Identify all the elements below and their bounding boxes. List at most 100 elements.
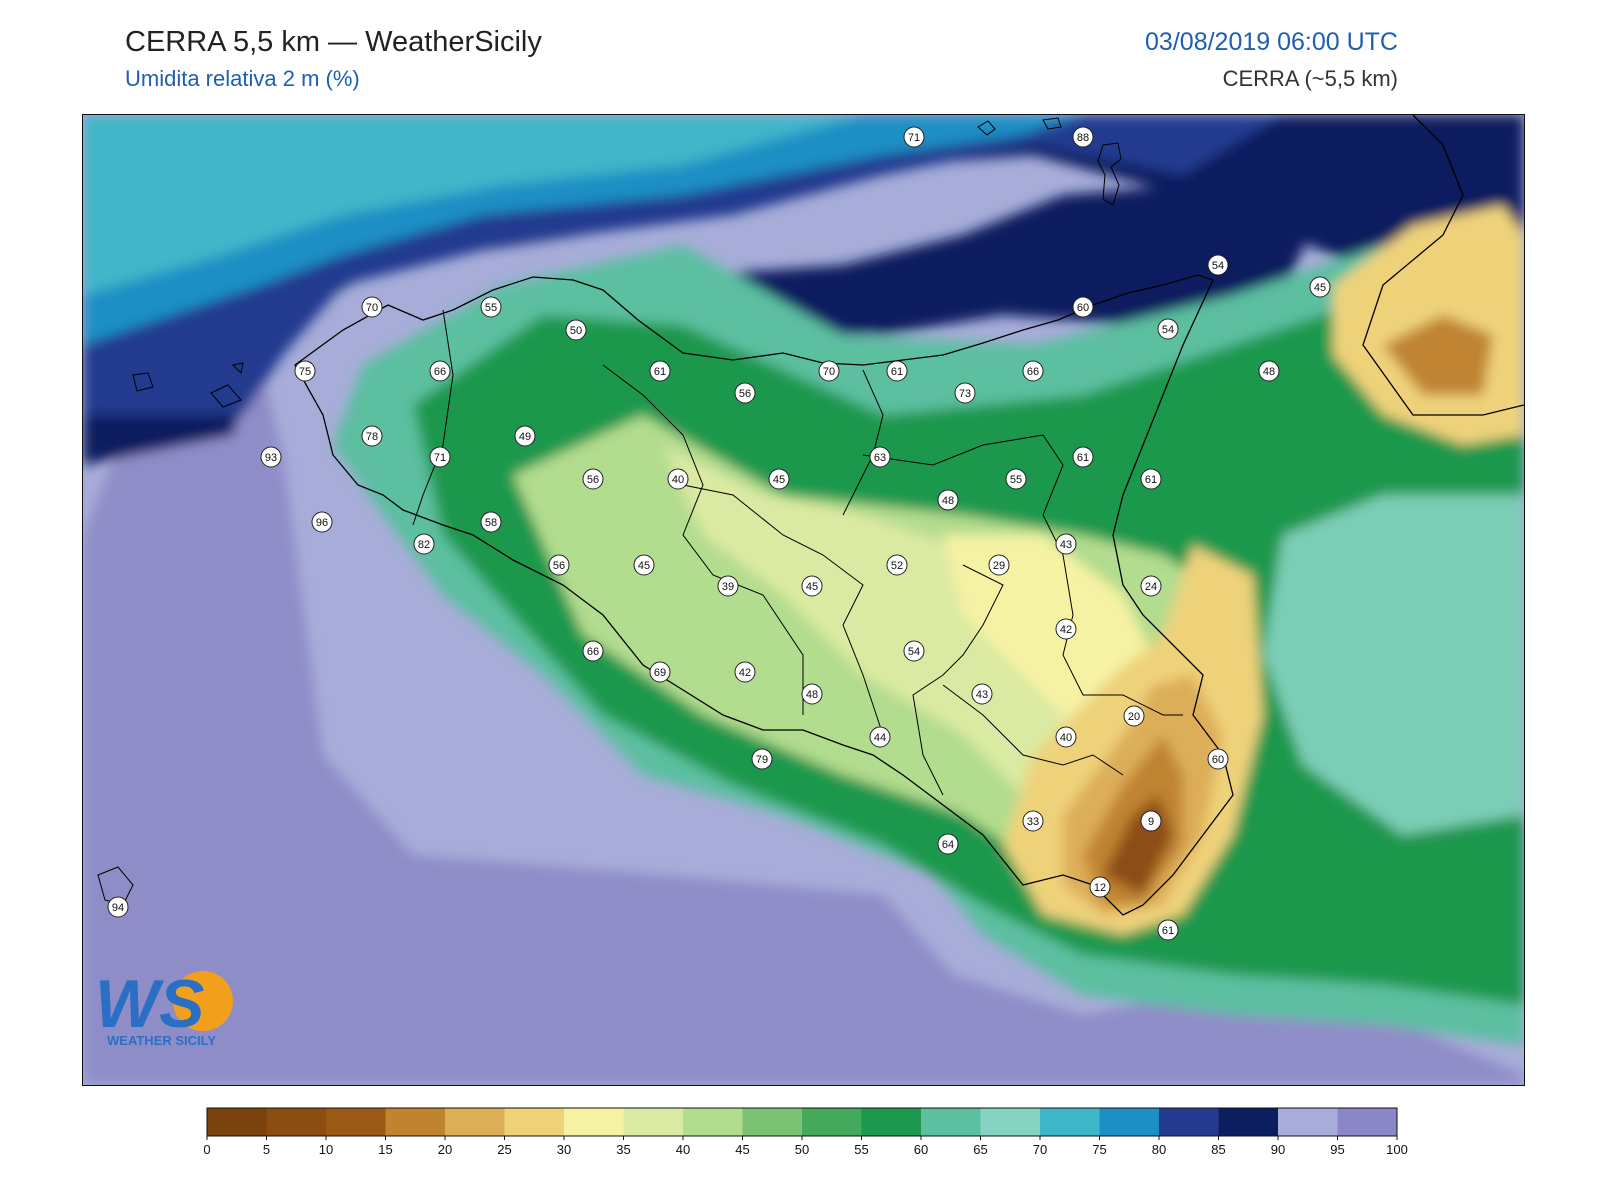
station-value: 70 <box>366 302 378 314</box>
colorbar-swatches <box>206 1107 1398 1137</box>
station-marker: 75 <box>294 360 316 382</box>
station-marker-circle <box>480 296 502 318</box>
station-marker: 61 <box>1140 468 1162 490</box>
colorbar-swatch <box>742 1108 803 1136</box>
station-marker: 48 <box>801 683 823 705</box>
station-value: 78 <box>366 431 378 443</box>
station-marker-circle <box>1055 618 1077 640</box>
province-boundaries <box>412 309 1183 796</box>
field-east-sea <box>1263 495 1524 835</box>
station-marker: 73 <box>954 382 976 404</box>
colorbar-swatch <box>1159 1108 1219 1136</box>
station-marker: 48 <box>937 489 959 511</box>
station-marker: 39 <box>717 575 739 597</box>
colorbar-tick-label: 20 <box>438 1142 452 1157</box>
station-marker-circle <box>801 575 823 597</box>
colorbar-swatch <box>207 1108 267 1136</box>
station-marker-circle <box>649 360 671 382</box>
station-marker: 42 <box>1055 618 1077 640</box>
station-marker-circle <box>1055 533 1077 555</box>
station-value: 44 <box>874 732 886 744</box>
station-marker-circle <box>667 468 689 490</box>
colorbar-tick-label: 85 <box>1211 1142 1225 1157</box>
sea-field-deep <box>83 285 1524 1085</box>
station-marker: 64 <box>937 833 959 855</box>
province-boundary <box>602 364 804 715</box>
station-value: 60 <box>1212 754 1224 766</box>
station-marker: 94 <box>107 896 129 918</box>
model-label: CERRA (~5,5 km) <box>1222 66 1398 91</box>
station-marker-circle <box>869 446 891 468</box>
station-value: 79 <box>756 754 768 766</box>
station-marker-circle <box>886 360 908 382</box>
station-marker-circle <box>751 748 773 770</box>
station-value: 45 <box>806 581 818 593</box>
station-marker-circle <box>717 575 739 597</box>
colorbar-border <box>206 1107 1398 1137</box>
station-marker: 56 <box>548 554 570 576</box>
station-marker-circle <box>1258 360 1280 382</box>
station-value: 56 <box>587 474 599 486</box>
colorbar-swatch <box>1099 1108 1160 1136</box>
egadi-islands <box>132 362 244 408</box>
station-marker-circle <box>107 896 129 918</box>
colorbar-tick-label: 90 <box>1271 1142 1285 1157</box>
station-value: 54 <box>1212 260 1224 272</box>
station-value: 61 <box>1077 452 1089 464</box>
station-marker: 45 <box>633 554 655 576</box>
map-title: CERRA 5,5 km — WeatherSicily <box>125 26 542 58</box>
island-outline <box>231 362 244 375</box>
station-marker-circle <box>649 661 671 683</box>
colorbar-tick-label: 25 <box>497 1142 511 1157</box>
station-marker-circle <box>903 640 925 662</box>
station-value: 48 <box>1263 366 1275 378</box>
station-value: 40 <box>672 474 684 486</box>
colorbar-swatch <box>326 1108 386 1136</box>
station-marker-circle <box>548 554 570 576</box>
station-value: 12 <box>1094 882 1106 894</box>
station-value: 54 <box>1162 324 1174 336</box>
station-marker: 60 <box>1207 748 1229 770</box>
station-value: 29 <box>993 560 1005 572</box>
humidity-field <box>83 115 1524 1085</box>
station-marker: 52 <box>886 554 908 576</box>
station-value: 93 <box>265 452 277 464</box>
station-value: 70 <box>823 366 835 378</box>
colorbar-swatch <box>266 1108 327 1136</box>
humidity-map: 71 88 70 55 50 54 45 60 54 75 66 61 56 70 61 73 66 48 78 49… <box>82 114 1525 1086</box>
station-marker: 56 <box>734 382 756 404</box>
colorbar-tick-label: 0 <box>203 1142 210 1157</box>
station-marker-circle <box>869 726 891 748</box>
station-value: 63 <box>874 452 886 464</box>
station-marker-circle <box>937 833 959 855</box>
colorbar-tick-label: 60 <box>914 1142 928 1157</box>
station-value: 40 <box>1060 732 1072 744</box>
pantelleria-island <box>97 866 134 906</box>
station-marker-circle <box>971 683 993 705</box>
station-value: 64 <box>942 839 954 851</box>
station-marker: 61 <box>886 360 908 382</box>
station-value: 96 <box>316 517 328 529</box>
station-value: 43 <box>1060 539 1072 551</box>
colorbar-tick-label: 70 <box>1033 1142 1047 1157</box>
island-outline <box>977 120 996 136</box>
station-marker: 9 <box>1140 810 1162 832</box>
station-marker: 45 <box>801 575 823 597</box>
station-marker: 70 <box>818 360 840 382</box>
station-marker: 60 <box>1072 296 1094 318</box>
station-marker: 50 <box>565 319 587 341</box>
station-value: 75 <box>299 366 311 378</box>
colorbar-tick-label: 45 <box>735 1142 749 1157</box>
station-marker: 12 <box>1089 876 1111 898</box>
station-marker: 93 <box>260 446 282 468</box>
station-marker: 69 <box>649 661 671 683</box>
province-boundary <box>942 684 1124 776</box>
station-value: 71 <box>434 452 446 464</box>
colorbar-tick-label: 95 <box>1330 1142 1344 1157</box>
colorbar-swatch <box>802 1108 862 1136</box>
colorbar-tick-label: 5 <box>263 1142 270 1157</box>
colorbar-tick-label: 100 <box>1386 1142 1408 1157</box>
station-marker-circle <box>1140 575 1162 597</box>
colorbar-tick-label: 65 <box>973 1142 987 1157</box>
colorbar-tick-label: 55 <box>854 1142 868 1157</box>
